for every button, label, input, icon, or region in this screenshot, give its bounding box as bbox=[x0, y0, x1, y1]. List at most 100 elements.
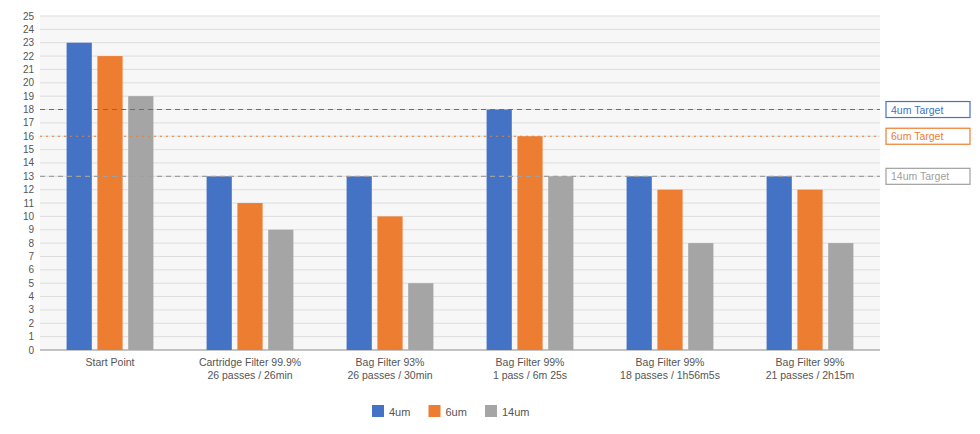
y-tick-label: 12 bbox=[23, 184, 35, 195]
chart: 0123456789101112131415161718192021222324… bbox=[0, 0, 980, 434]
y-tick-label: 13 bbox=[23, 171, 35, 182]
grid-line bbox=[40, 29, 880, 30]
y-tick-label: 17 bbox=[23, 117, 35, 128]
x-tick-label: Bag Filter 93%26 passes / 30min bbox=[347, 356, 432, 381]
y-tick-label: 2 bbox=[28, 318, 34, 329]
bar bbox=[268, 230, 293, 350]
legend: 4um 6um 14um bbox=[372, 405, 530, 418]
y-tick-label: 7 bbox=[28, 251, 34, 262]
x-tick-label-line: Start Point bbox=[85, 356, 134, 368]
grid-line bbox=[40, 309, 880, 310]
grid-line bbox=[40, 336, 880, 337]
grid-line bbox=[40, 109, 880, 110]
x-axis-line bbox=[40, 350, 880, 351]
y-tick-label: 14 bbox=[23, 157, 35, 168]
legend-label: 6um bbox=[446, 406, 467, 418]
grid-line bbox=[40, 203, 880, 204]
annotation: 14um Target bbox=[891, 170, 949, 182]
bar bbox=[237, 203, 262, 350]
grid-line bbox=[40, 136, 880, 137]
x-tick-label-line: Bag Filter 93% bbox=[356, 356, 425, 368]
y-tick-label: 6 bbox=[28, 264, 34, 275]
y-tick-label: 21 bbox=[23, 64, 35, 75]
grid-line bbox=[40, 82, 880, 83]
grid-line bbox=[40, 229, 880, 230]
x-tick-label-line: 18 passes / 1h56m5s bbox=[620, 369, 720, 381]
grid-line bbox=[40, 96, 880, 97]
bar bbox=[207, 176, 232, 350]
y-tick-label: 4 bbox=[28, 291, 34, 302]
y-tick-label: 25 bbox=[23, 11, 35, 22]
bar bbox=[517, 136, 542, 350]
y-tick-label: 8 bbox=[28, 238, 34, 249]
grid-line bbox=[40, 283, 880, 284]
y-tick-label: 3 bbox=[28, 304, 34, 315]
x-tick-label: Start Point bbox=[85, 356, 134, 368]
y-tick-label: 1 bbox=[28, 331, 34, 342]
x-tick-label-line: Bag Filter 99% bbox=[776, 356, 845, 368]
bar bbox=[67, 43, 92, 350]
grid-line bbox=[40, 42, 880, 43]
x-tick-label: Bag Filter 99%21 passes / 2h15m bbox=[766, 356, 855, 381]
grid-line bbox=[40, 350, 880, 351]
legend-label: 14um bbox=[502, 406, 530, 418]
x-tick-label-line: Bag Filter 99% bbox=[496, 356, 565, 368]
x-tick-label-line: 21 passes / 2h15m bbox=[766, 369, 855, 381]
grid-line bbox=[40, 16, 880, 17]
y-tick-label: 20 bbox=[23, 77, 35, 88]
x-tick-label-line: 26 passes / 30min bbox=[347, 369, 432, 381]
bar bbox=[627, 176, 652, 350]
reference-line bbox=[40, 109, 880, 110]
bar bbox=[347, 176, 372, 350]
y-tick-label: 0 bbox=[28, 345, 34, 356]
x-tick-label: Bag Filter 99%1 pass / 6m 25s bbox=[493, 356, 567, 381]
x-tick-label-line: Bag Filter 99% bbox=[636, 356, 705, 368]
bar bbox=[657, 190, 682, 350]
y-tick-label: 22 bbox=[23, 51, 35, 62]
bar bbox=[767, 176, 792, 350]
bar bbox=[377, 216, 402, 350]
x-tick-label: Cartridge Filter 99.9%26 passes / 26min bbox=[199, 356, 301, 381]
grid-line bbox=[40, 269, 880, 270]
x-tick-label: Bag Filter 99%18 passes / 1h56m5s bbox=[620, 356, 720, 381]
grid-line bbox=[40, 243, 880, 244]
bars bbox=[67, 43, 854, 350]
grid-line bbox=[40, 216, 880, 217]
legend-swatch bbox=[429, 405, 441, 417]
y-tick-label: 15 bbox=[23, 144, 35, 155]
bar bbox=[128, 96, 153, 350]
y-tick-label: 18 bbox=[23, 104, 35, 115]
grid-line bbox=[40, 149, 880, 150]
y-tick-label: 9 bbox=[28, 224, 34, 235]
legend-label: 4um bbox=[389, 406, 410, 418]
bar bbox=[97, 56, 122, 350]
y-tick-label: 23 bbox=[23, 37, 35, 48]
bar bbox=[828, 243, 853, 350]
grid-line bbox=[40, 122, 880, 123]
grid-line bbox=[40, 162, 880, 163]
x-tick-label-line: 26 passes / 26min bbox=[207, 369, 292, 381]
annotation: 4um Target bbox=[891, 104, 943, 116]
grid-line bbox=[40, 256, 880, 257]
x-tick-label-line: 1 pass / 6m 25s bbox=[493, 369, 567, 381]
legend-swatch bbox=[485, 405, 497, 417]
y-tick-label: 16 bbox=[23, 131, 35, 142]
grid-line bbox=[40, 296, 880, 297]
y-tick-label: 10 bbox=[23, 211, 35, 222]
grid bbox=[40, 16, 880, 350]
y-tick-label: 19 bbox=[23, 91, 35, 102]
annotation-box bbox=[886, 128, 970, 144]
annotation-box bbox=[886, 168, 970, 184]
plot-area bbox=[40, 16, 880, 350]
bar bbox=[688, 243, 713, 350]
grid-line bbox=[40, 189, 880, 190]
y-tick-label: 11 bbox=[24, 198, 35, 209]
grid-line bbox=[40, 69, 880, 70]
reference-line bbox=[40, 136, 880, 137]
grid-line bbox=[40, 323, 880, 324]
x-tick-label-line: Cartridge Filter 99.9% bbox=[199, 356, 301, 368]
annotation-box bbox=[886, 102, 970, 118]
y-tick-label: 24 bbox=[23, 24, 35, 35]
legend-swatch bbox=[372, 405, 384, 417]
reference-lines bbox=[40, 110, 880, 177]
